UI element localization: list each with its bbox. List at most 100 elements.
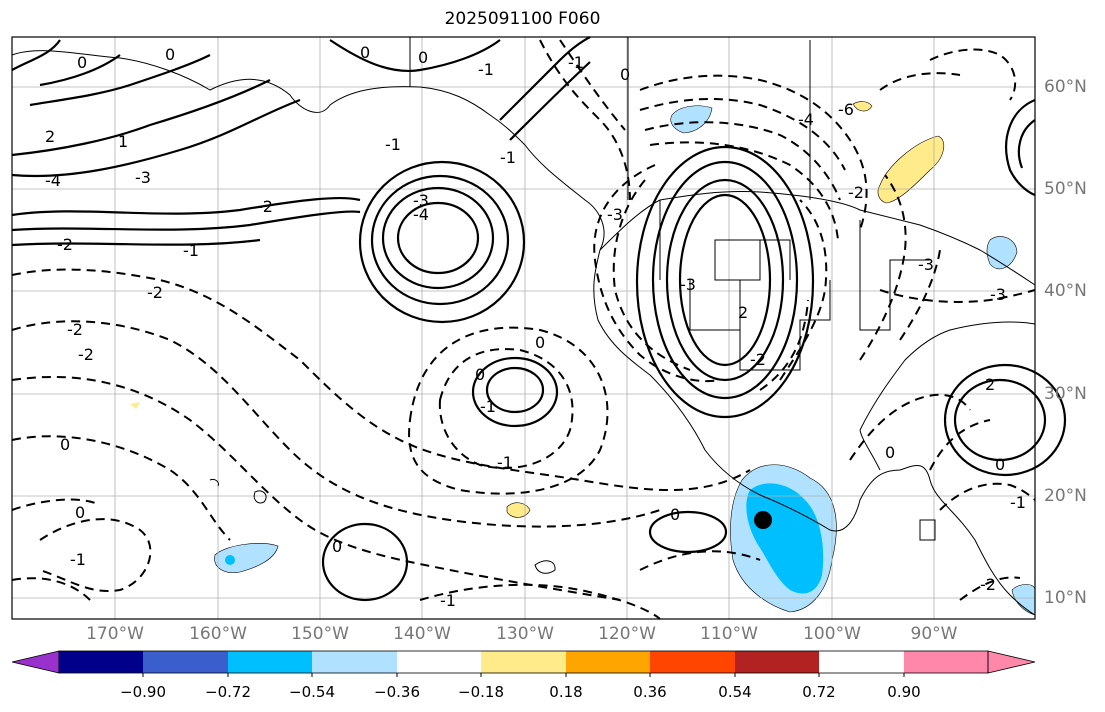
lat-label-30n: 30°N [1044, 384, 1087, 404]
colorbar-segment [59, 651, 143, 673]
shade-light-blue-east [986, 236, 1018, 270]
colorbar [11, 650, 1036, 677]
contour-label: 0 [360, 43, 370, 62]
contour-label: -2 [57, 235, 73, 254]
colorbar-segment [904, 651, 988, 673]
shade-yellow-pacific [506, 502, 531, 518]
colorbar-tick-label: −0.36 [374, 683, 420, 701]
contour-label: -4 [413, 205, 429, 224]
map-border [11, 36, 1036, 620]
shaded-regions [130, 101, 1036, 616]
colorbar-outline [58, 650, 989, 674]
lon-label-120w: 120°W [598, 624, 656, 644]
contour-label: 0 [77, 53, 87, 72]
contour-label: 0 [418, 48, 428, 67]
contour-label: 0 [332, 537, 342, 556]
lat-label-60n: 60°N [1044, 77, 1087, 97]
contour-label: 0 [475, 365, 485, 384]
colorbar-tick-label: −0.18 [458, 683, 504, 701]
contour-label: 0 [995, 455, 1005, 474]
contour-label: 1 [118, 132, 128, 151]
contour-labels: 0 0 -1 -2 2 1 -2 -3 -4 -4 -3 -6 -2 -3 -4… [45, 43, 1026, 610]
colorbar-tick-label: −0.90 [120, 683, 166, 701]
lon-label-110w: 110°W [700, 624, 758, 644]
contour-label: -1 [500, 148, 516, 167]
contour-label: 0 [165, 45, 175, 64]
lat-label-50n: 50°N [1044, 179, 1087, 199]
colorbar-tick-label: 0.72 [802, 683, 836, 701]
lon-label-100w: 100°W [803, 624, 861, 644]
contour-label: -1 [1010, 493, 1026, 512]
contour-label: -3 [680, 275, 696, 294]
contour-label: 0 [60, 435, 70, 454]
colorbar-tick-label: 0.54 [718, 683, 752, 701]
lon-label-140w: 140°W [393, 624, 451, 644]
lon-label-130w: 130°W [496, 624, 554, 644]
contour-label: -3 [990, 285, 1006, 304]
colorbar-tick-label: −0.72 [205, 683, 251, 701]
contour-label: -4 [798, 110, 814, 129]
contour-label: -6 [838, 100, 854, 119]
solid-contours [11, 36, 1067, 602]
shade-yellow-tiny [130, 402, 140, 409]
shade-blue-mexico [746, 483, 824, 594]
contour-label: -2 [257, 197, 273, 216]
contour-label: 2 [738, 303, 748, 322]
dashed-contours [11, 39, 1036, 620]
contour-label: 0 [885, 443, 895, 462]
contour-label: -1 [440, 591, 456, 610]
colorbar-segment [312, 651, 397, 673]
contour-label: -1 [70, 550, 86, 569]
shade-light-blue-canada [670, 105, 713, 134]
shade-blue-pacific [225, 555, 235, 565]
contour-label: -2 [980, 575, 996, 594]
shade-yellow-canada [877, 135, 945, 204]
colorbar-tick-label: 0.18 [549, 683, 583, 701]
colorbar-segment [735, 651, 819, 673]
gridlines [12, 37, 1035, 619]
contour-label: 2 [985, 375, 995, 394]
colorbar-segment [481, 651, 566, 673]
lat-label-20n: 20°N [1044, 486, 1087, 506]
contour-label: -2 [67, 320, 83, 339]
contour-label: -3 [135, 168, 151, 187]
contour-label: -3 [607, 205, 623, 224]
colorbar-extension-high [987, 650, 1036, 674]
storm-center-marker [754, 511, 772, 529]
contour-label: -4 [45, 171, 61, 190]
contour-label: -1 [478, 60, 494, 79]
lon-label-160w: 160°W [189, 624, 247, 644]
lon-label-90w: 90°W [910, 624, 958, 644]
contour-label: -1 [480, 397, 496, 416]
contour-label: -1 [497, 453, 513, 472]
contour-label: -1 [385, 135, 401, 154]
contour-label: -1 [568, 53, 584, 72]
lon-label-150w: 150°W [291, 624, 349, 644]
colorbar-segment [566, 651, 650, 673]
contour-label: 0 [620, 65, 630, 84]
contour-label: 0 [75, 503, 85, 522]
lat-label-40n: 40°N [1044, 281, 1087, 301]
lat-label-10n: 10°N [1044, 588, 1087, 608]
shade-light-blue-pacific [214, 543, 279, 573]
colorbar-segment [650, 651, 735, 673]
colorbar-segment [397, 651, 481, 673]
contour-label: -2 [750, 350, 766, 369]
colorbar-segment [228, 651, 312, 673]
colorbar-tick-label: 0.36 [633, 683, 667, 701]
colorbar-segment [143, 651, 228, 673]
coastlines [11, 37, 1036, 616]
contour-label: -1 [183, 241, 199, 260]
colorbar-tick-label: 0.90 [887, 683, 921, 701]
map-background [12, 37, 1035, 619]
colorbar-tick-label: −0.54 [289, 683, 335, 701]
colorbar-extension-low [11, 650, 60, 674]
contour-label: -2 [78, 345, 94, 364]
lon-label-170w: 170°W [86, 624, 144, 644]
contour-label: 0 [535, 333, 545, 352]
shade-yellow-hudson [852, 101, 873, 112]
contour-label: -2 [848, 183, 864, 202]
contour-label: 0 [670, 505, 680, 524]
contour-label: -2 [147, 283, 163, 302]
